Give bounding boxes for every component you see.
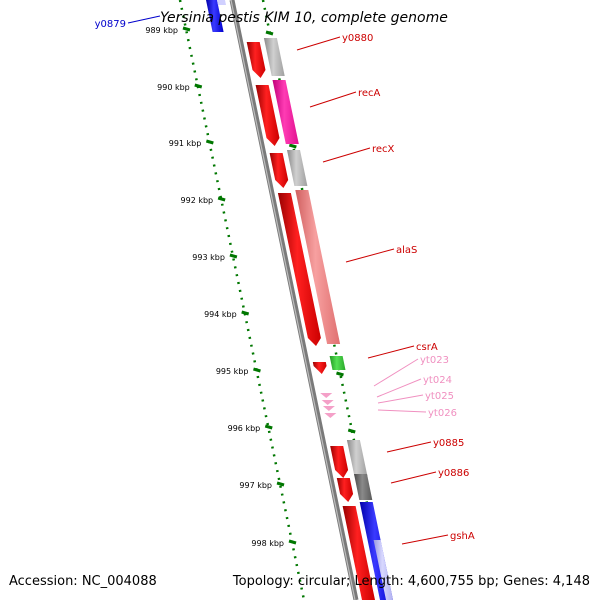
label-leader-line — [390, 471, 437, 484]
gene-label-gshA[interactable]: gshA — [450, 531, 475, 542]
cds-y0886[interactable] — [336, 478, 354, 502]
scale-tick-label: 992 kbp — [181, 196, 214, 205]
label-leader-line — [309, 91, 357, 108]
scale-tick-mark — [194, 83, 203, 89]
scale-tick-mark — [205, 139, 214, 145]
trna-yt024[interactable] — [321, 400, 334, 405]
gene-label-yt023[interactable]: yt023 — [420, 355, 449, 366]
gene-label-y0886[interactable]: y0886 — [438, 468, 469, 479]
scale-tick-mark — [182, 26, 191, 32]
scale-tick-mark — [229, 253, 238, 259]
gene-label-yt026[interactable]: yt026 — [428, 408, 457, 419]
scale-tick-mark — [264, 424, 273, 430]
gene-label-y0879[interactable]: y0879 — [95, 19, 126, 30]
scale-tick-label: 993 kbp — [192, 253, 225, 262]
scale-tick-mark — [276, 481, 285, 487]
scale-tick-label: 990 kbp — [157, 83, 190, 92]
gene-gshA-edge[interactable] — [373, 540, 393, 600]
scale-tick-label: 996 kbp — [228, 424, 261, 433]
cds-csrA[interactable] — [312, 362, 327, 374]
genome-summary-text: Topology: circular; Length: 4,600,755 bp… — [232, 574, 590, 589]
gene-label-y0880[interactable]: y0880 — [342, 33, 373, 44]
gene-features — [206, 0, 393, 600]
scale-tick-mark — [288, 539, 297, 545]
gene-recA[interactable] — [272, 80, 299, 144]
gene-y0886[interactable] — [354, 474, 373, 500]
scale-tick-label: 995 kbp — [216, 367, 249, 376]
gene-label-y0885[interactable]: y0885 — [433, 438, 464, 449]
label-leader-line — [386, 441, 432, 453]
scale-tick-label: 994 kbp — [204, 310, 237, 319]
gene-label-alaS[interactable]: alaS — [396, 245, 417, 256]
genome-backbone-highlight — [230, 0, 356, 600]
gene-labels: y0879 y0880 recA recX alaS csrA yt023 yt024 yt02… — [95, 15, 475, 545]
label-leader-line — [401, 534, 449, 545]
scale-tick-mark-outer — [288, 143, 297, 149]
scale-tick-mark-outer — [336, 371, 344, 377]
gene-y0879-edge[interactable] — [217, 0, 226, 5]
label-leader-line — [377, 394, 424, 404]
label-leader-line — [296, 36, 341, 51]
gene-csrA[interactable] — [329, 356, 346, 370]
gene-recX[interactable] — [287, 150, 308, 186]
label-leader-line — [377, 409, 427, 413]
genome-backbone — [229, 0, 359, 600]
trna-yt023[interactable] — [320, 393, 333, 398]
cds-alaS[interactable] — [277, 193, 321, 346]
gene-label-recA[interactable]: recA — [358, 88, 381, 99]
label-leader-line — [127, 15, 161, 24]
scale-tick-label: 989 kbp — [145, 26, 178, 35]
cds-gshA[interactable] — [342, 506, 375, 600]
gene-label-yt024[interactable]: yt024 — [423, 375, 452, 386]
cds-recX[interactable] — [269, 153, 289, 188]
gene-label-csrA[interactable]: csrA — [416, 342, 438, 353]
genome-title: Yersinia pestis KIM 10, complete genome — [160, 10, 448, 26]
label-leader-line — [367, 345, 415, 359]
cds-recA[interactable] — [255, 85, 280, 146]
gene-y0880[interactable] — [263, 38, 285, 76]
label-leader-line — [376, 378, 422, 398]
scale-tick-label: 991 kbp — [169, 139, 202, 148]
gene-alaS[interactable] — [295, 190, 341, 344]
scale-tick-mark-outer — [265, 30, 274, 36]
trna-yt026[interactable] — [324, 413, 337, 418]
scale-tick-label: 997 kbp — [239, 481, 272, 490]
trna-yt025[interactable] — [322, 406, 335, 411]
cds-y0885[interactable] — [330, 446, 349, 478]
gene-label-yt025[interactable]: yt025 — [425, 391, 454, 402]
label-leader-line — [373, 358, 419, 387]
gene-y0879[interactable] — [206, 0, 224, 32]
label-leader-line — [322, 147, 371, 163]
gene-y0885[interactable] — [346, 440, 368, 476]
scale-tick-mark — [241, 310, 250, 316]
label-leader-line — [345, 248, 395, 263]
cds-y0880[interactable] — [246, 42, 266, 78]
accession-text: Accession: NC_004088 — [9, 574, 157, 589]
scale-tick-mark — [253, 367, 261, 373]
gene-label-recX[interactable]: recX — [372, 144, 395, 155]
scale-tick-label: 998 kbp — [251, 539, 284, 548]
scale-tick-mark — [217, 196, 226, 202]
scale-tick-mark-outer — [347, 428, 356, 434]
